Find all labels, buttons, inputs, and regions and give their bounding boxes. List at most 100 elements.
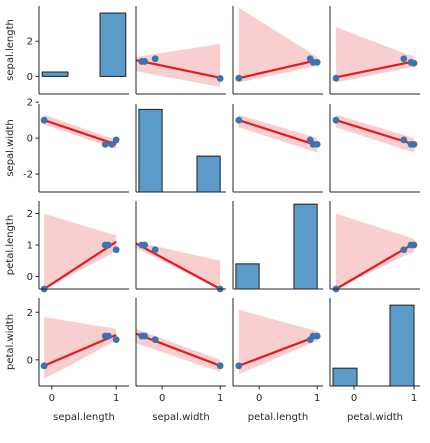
- panel-r0-c1: [135, 6, 226, 95]
- y-tick-label: 2: [27, 308, 33, 319]
- scatter-point: [40, 362, 48, 370]
- scatter-point: [400, 136, 408, 144]
- panel-r3-c0: 0 2 0 1: [27, 298, 129, 404]
- confidence-band: [136, 43, 221, 87]
- panel-r0-c3: [329, 6, 420, 95]
- regression-line: [135, 59, 221, 79]
- y-tick-label: 2: [27, 209, 33, 220]
- scatter-point: [216, 75, 224, 82]
- scatter-point: [105, 241, 112, 249]
- regression-line: [43, 119, 117, 146]
- x-tick-label: 1: [411, 393, 417, 404]
- panel-r2-c1: [135, 201, 226, 293]
- scatter-point: [410, 241, 418, 249]
- y-axis-title: sepal.length: [5, 19, 16, 81]
- hist-bar: [196, 155, 221, 193]
- panel-r1-c3: [329, 104, 420, 193]
- y-axis-title: petal.length: [5, 215, 16, 275]
- x-tick-label: 0: [256, 393, 262, 404]
- y-tick-label: 1: [27, 241, 33, 252]
- scatter-point: [235, 116, 243, 124]
- scatter-point: [332, 74, 340, 82]
- x-tick-label: 0: [49, 393, 55, 404]
- regression-line: [335, 60, 415, 79]
- x-axis-title: sepal.width: [152, 412, 209, 423]
- hist-bar: [99, 12, 127, 77]
- scatter-point: [313, 332, 321, 340]
- regression-line: [238, 59, 318, 80]
- regression-line: [135, 332, 221, 367]
- y-tick-label: 0: [27, 72, 33, 83]
- y-axis-labels: sepal.length sepal.width petal.length petal…: [5, 19, 16, 370]
- scatter-point: [400, 246, 408, 254]
- regression-line: [135, 242, 221, 290]
- panel-r2-c3: [329, 201, 420, 293]
- scatter-point: [235, 362, 243, 370]
- hist-bar: [138, 108, 163, 193]
- hist-bar: [389, 304, 415, 387]
- hist-bar: [332, 367, 358, 387]
- confidence-band: [44, 317, 117, 379]
- y-tick-label: 2: [27, 98, 33, 109]
- hist-bar: [235, 263, 260, 290]
- x-axis-title: petal.length: [248, 412, 308, 423]
- scatter-point: [112, 336, 120, 344]
- scatter-point: [216, 362, 224, 370]
- confidence-band: [238, 7, 318, 83]
- scatter-point: [410, 141, 418, 148]
- y-tick-label: 0: [27, 355, 33, 366]
- regression-line: [43, 240, 117, 290]
- scatter-point: [141, 58, 149, 65]
- hist-bar: [41, 71, 69, 77]
- hist-bar: [293, 203, 318, 290]
- x-axis-title: petal.width: [347, 412, 403, 423]
- confidence-band: [336, 114, 414, 153]
- panel-r1-c1: [135, 104, 226, 193]
- y-axis-title: sepal.width: [5, 119, 16, 176]
- scatter-point: [313, 141, 321, 148]
- scatter-point: [40, 116, 48, 124]
- scatter-point: [141, 332, 149, 340]
- scatter-point: [112, 246, 120, 254]
- scatter-point: [112, 136, 120, 144]
- scatter-point: [108, 141, 116, 148]
- y-tick-label: 0: [27, 134, 33, 145]
- panel-r0-c2: [232, 6, 323, 95]
- regression-line: [238, 335, 318, 367]
- scatter-point: [332, 116, 340, 124]
- scatter-point: [105, 332, 112, 340]
- scatter-point: [101, 141, 109, 148]
- panel-r0-c0: 02: [27, 6, 129, 95]
- scatter-point: [410, 59, 418, 67]
- scatter-point: [313, 58, 321, 66]
- confidence-band: [336, 27, 414, 83]
- panel-r2-c0: 0 1 2: [27, 201, 129, 293]
- scatter-point: [235, 74, 243, 82]
- x-tick-label: 0: [159, 393, 165, 404]
- confidence-band: [238, 309, 318, 375]
- regression-line: [43, 333, 117, 367]
- confidence-band: [336, 213, 414, 289]
- x-axis-title: sepal.length: [53, 412, 115, 423]
- confidence-band: [44, 213, 117, 289]
- y-tick-label: -2: [23, 170, 33, 181]
- x-tick-label: 1: [314, 393, 320, 404]
- panel-r1-c0: -2 0 2: [23, 98, 129, 193]
- regression-line: [238, 119, 318, 147]
- scatter-point: [151, 55, 159, 63]
- x-tick-label: 1: [217, 393, 223, 404]
- y-axis-title: petal.width: [5, 314, 16, 370]
- y-tick-label: 0: [27, 272, 33, 283]
- scatter-point: [151, 336, 159, 344]
- x-axis-labels: sepal.length sepal.width petal.length petal…: [53, 412, 403, 423]
- y-tick-label: 2: [27, 37, 33, 48]
- x-tick-label: 1: [113, 393, 119, 404]
- panel-r1-c2: [232, 104, 323, 193]
- panel-r2-c2: [232, 201, 323, 290]
- scatter-point: [151, 246, 159, 254]
